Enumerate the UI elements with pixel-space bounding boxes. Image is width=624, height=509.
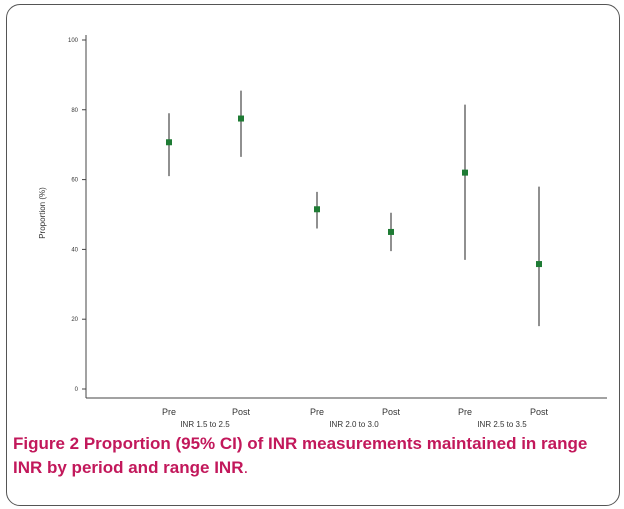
figure-caption: Figure 2 Proportion (95% CI) of INR meas… (13, 432, 613, 480)
x-group-label: INR 2.5 to 3.5 (477, 420, 527, 429)
x-group-label: INR 2.0 to 3.0 (329, 420, 379, 429)
data-point (536, 261, 542, 268)
data-points (166, 115, 542, 268)
x-category-label: Pre (162, 407, 176, 417)
chart: 0 20 40 60 80 100 Proportion (%) Pre Post Pre Po… (38, 35, 607, 429)
x-category-label: Pre (458, 407, 472, 417)
data-point (314, 206, 320, 213)
x-category-label: Post (232, 407, 251, 417)
x-category-label: Post (530, 407, 549, 417)
y-tick-label: 20 (71, 317, 78, 323)
data-point (238, 115, 244, 122)
x-group-label: INR 1.5 to 2.5 (180, 420, 230, 429)
x-category-label: Post (382, 407, 401, 417)
figure-card: 0 20 40 60 80 100 Proportion (%) Pre Post Pre Po… (6, 4, 620, 506)
y-tick-labels: 0 20 40 60 80 100 (68, 38, 79, 393)
figure-caption-text: Proportion (95% CI) of INR measurements … (13, 434, 588, 477)
y-tick-label: 60 (71, 178, 78, 184)
figure-caption-end: . (243, 458, 249, 477)
data-point (462, 169, 468, 176)
data-point (166, 139, 172, 146)
y-tick-label: 0 (75, 387, 79, 393)
y-axis-label: Proportion (%) (38, 187, 47, 239)
y-tick-label: 80 (71, 108, 78, 114)
y-tick-label: 100 (68, 38, 79, 44)
error-bars (168, 90, 540, 327)
data-point (388, 228, 394, 235)
figure-caption-label: Figure 2 (13, 434, 80, 453)
x-group-labels: INR 1.5 to 2.5 INR 2.0 to 3.0 INR 2.5 to 3… (180, 420, 527, 429)
x-category-labels: Pre Post Pre Post Pre Post (162, 407, 549, 417)
y-axis (82, 35, 607, 399)
y-tick-label: 40 (71, 247, 78, 253)
x-category-label: Pre (310, 407, 324, 417)
